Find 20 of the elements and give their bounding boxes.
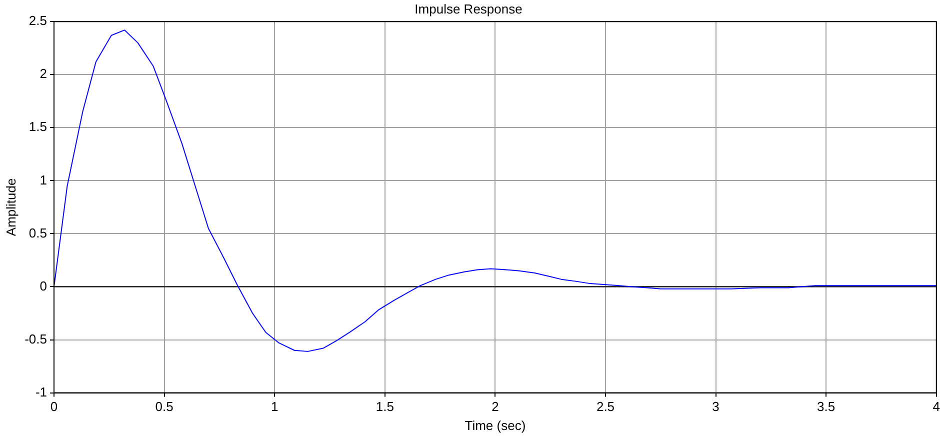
y-tick-label: -0.5 — [24, 331, 47, 346]
x-tick-label: 2 — [492, 399, 499, 414]
y-tick-label: 0.5 — [28, 225, 47, 240]
x-tick-label: 2.5 — [596, 399, 615, 414]
y-tick-label: 2.5 — [28, 13, 47, 28]
x-tick-label: 3.5 — [817, 399, 836, 414]
x-tick-label: 4 — [932, 399, 940, 414]
y-tick-label: 1 — [40, 172, 47, 188]
x-axis-title: Time (sec) — [464, 418, 526, 433]
y-tick-label: 0 — [40, 278, 47, 294]
y-tick-label: 1.5 — [28, 119, 47, 134]
x-tick-label: 0 — [50, 399, 58, 414]
x-tick-label: 1 — [270, 399, 278, 414]
chart-title: Impulse Response — [414, 1, 522, 16]
y-tick-label: -1 — [35, 384, 47, 400]
y-tick-label: 2 — [40, 66, 47, 82]
y-axis-title: Amplitude — [3, 178, 18, 236]
x-tick-label: 1.5 — [376, 399, 394, 414]
x-tick-label: 0.5 — [155, 399, 174, 414]
x-tick-label: 3 — [712, 399, 720, 414]
